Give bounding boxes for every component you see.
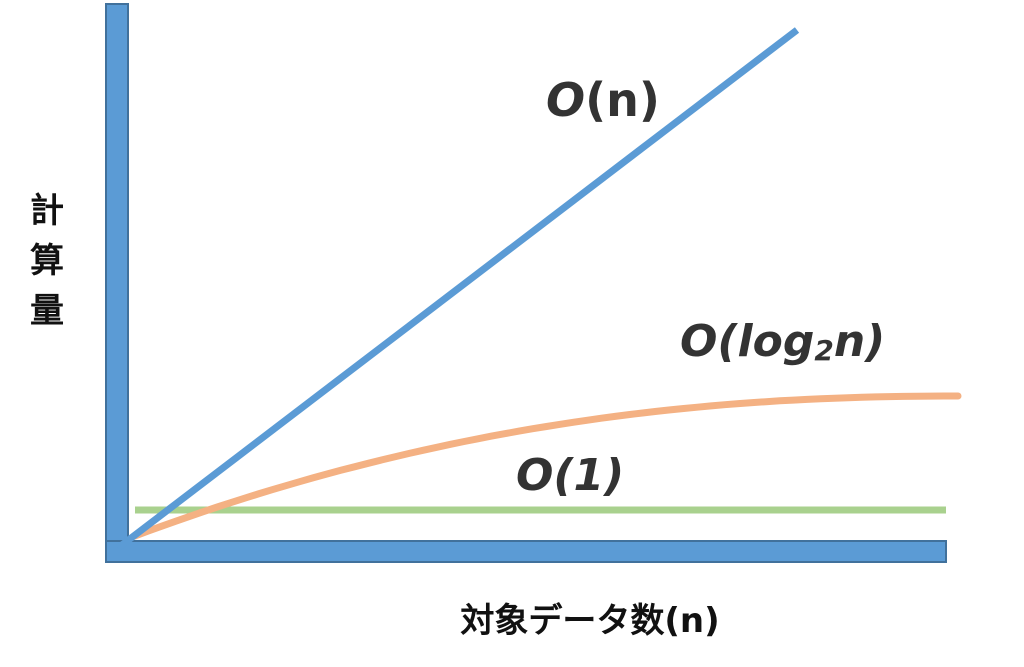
series-label-o-1: O(1) bbox=[516, 450, 624, 501]
x-axis-label: 対象データ数(n) bbox=[460, 601, 719, 641]
series-label-o-log2n-prefix: O bbox=[680, 316, 717, 367]
series-label-o-n-prefix: O bbox=[546, 73, 585, 127]
series-label-o-1-prefix: O bbox=[516, 450, 553, 501]
series-label-o-log2n-sub: 2 bbox=[814, 334, 833, 367]
series-line-o-log2n bbox=[131, 392, 962, 540]
y-axis-bar bbox=[105, 3, 129, 563]
series-label-o-log2n: O(log2n) bbox=[680, 316, 885, 367]
series-label-o-log2n-suffix: n) bbox=[834, 316, 885, 367]
y-axis-label: 計 算 量 bbox=[30, 191, 64, 331]
y-axis-label-char-3: 量 bbox=[30, 291, 64, 331]
series-line-o-n bbox=[115, 27, 800, 551]
x-axis-bar bbox=[105, 540, 947, 563]
series-label-o-log2n-main: (log bbox=[717, 316, 814, 367]
series-label-o-n: O(n) bbox=[546, 73, 660, 127]
series-label-o-1-main: (1) bbox=[553, 450, 624, 501]
y-axis-label-char-1: 計 bbox=[30, 191, 64, 231]
y-axis-label-char-2: 算 bbox=[30, 241, 64, 281]
series-label-o-n-main: (n) bbox=[585, 73, 660, 127]
